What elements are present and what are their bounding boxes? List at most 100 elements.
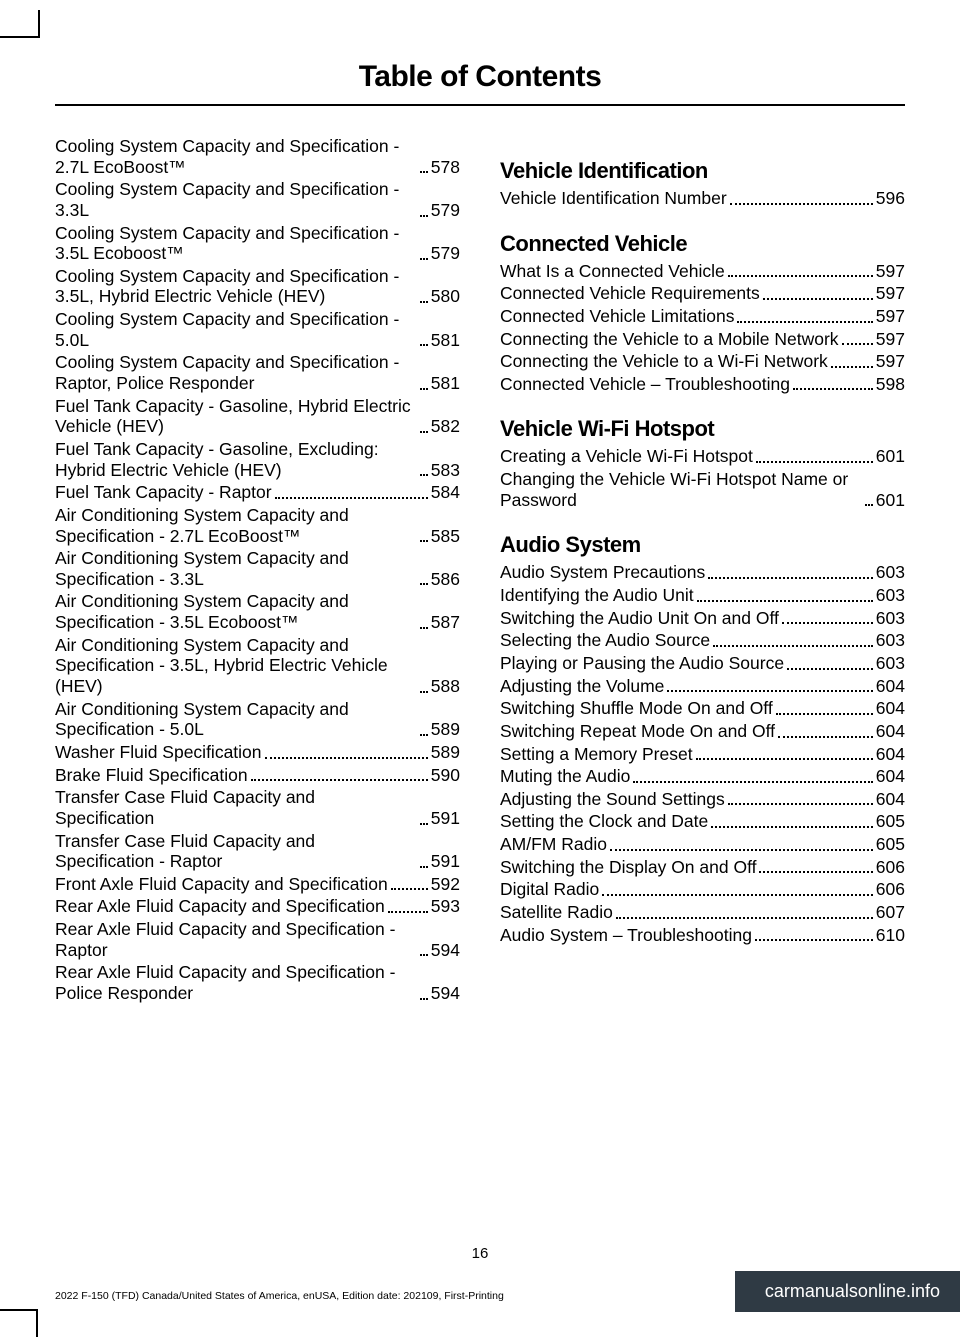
toc-label: Identifying the Audio Unit: [500, 585, 694, 606]
toc-entry[interactable]: Audio System Precautions603: [500, 562, 905, 583]
toc-entry[interactable]: Fuel Tank Capacity - Gasoline, Excluding…: [55, 439, 460, 480]
toc-entry[interactable]: What Is a Connected Vehicle597: [500, 261, 905, 282]
toc-page: 579: [431, 243, 460, 264]
toc-label: Audio System – Troubleshooting: [500, 925, 752, 946]
toc-entry[interactable]: Air Conditioning System Capacity and Spe…: [55, 591, 460, 632]
toc-leader: [420, 583, 428, 585]
toc-entry[interactable]: Cooling System Capacity and Specificatio…: [55, 266, 460, 307]
toc-entry[interactable]: Cooling System Capacity and Specificatio…: [55, 223, 460, 264]
toc-leader: [759, 871, 872, 873]
toc-entry[interactable]: Connected Vehicle Limitations 597: [500, 306, 905, 327]
toc-label: Rear Axle Fluid Capacity and Specificati…: [55, 962, 417, 1003]
toc-entry[interactable]: Audio System – Troubleshooting610: [500, 925, 905, 946]
toc-leader: [755, 939, 873, 941]
toc-page: 606: [876, 879, 905, 900]
toc-entry[interactable]: Setting the Clock and Date 605: [500, 811, 905, 832]
toc-leader: [730, 203, 873, 205]
toc-leader: [696, 758, 873, 760]
toc-page: 594: [431, 983, 460, 1004]
toc-label: Air Conditioning System Capacity and Spe…: [55, 548, 417, 589]
brand-footer: carmanualsonline.info: [735, 1271, 960, 1312]
toc-leader: [420, 823, 428, 825]
toc-entry[interactable]: Selecting the Audio Source603: [500, 630, 905, 651]
toc-label: Switching the Display On and Off: [500, 857, 756, 878]
toc-entry[interactable]: Adjusting the Volume 604: [500, 676, 905, 697]
toc-entry[interactable]: Digital Radio606: [500, 879, 905, 900]
toc-entry[interactable]: Rear Axle Fluid Capacity and Specificati…: [55, 919, 460, 960]
toc-page: 597: [876, 306, 905, 327]
toc-entry[interactable]: Connecting the Vehicle to a Mobile Netwo…: [500, 329, 905, 350]
toc-entry[interactable]: Adjusting the Sound Settings604: [500, 789, 905, 810]
section-heading: Audio System: [500, 532, 905, 558]
toc-entry[interactable]: Changing the Vehicle Wi-Fi Hotspot Name …: [500, 469, 905, 510]
toc-entry[interactable]: Cooling System Capacity and Specificatio…: [55, 136, 460, 177]
toc-page: 597: [876, 283, 905, 304]
toc-leader: [420, 388, 428, 390]
toc-entry[interactable]: Connected Vehicle Requirements597: [500, 283, 905, 304]
toc-entry[interactable]: Connecting the Vehicle to a Wi-Fi Networ…: [500, 351, 905, 372]
toc-leader: [420, 866, 428, 868]
toc-entry[interactable]: Air Conditioning System Capacity and Spe…: [55, 505, 460, 546]
toc-page: 590: [431, 765, 460, 786]
toc-entry[interactable]: Transfer Case Fluid Capacity and Specifi…: [55, 831, 460, 872]
toc-entry[interactable]: Air Conditioning System Capacity and Spe…: [55, 635, 460, 697]
toc-entry[interactable]: Front Axle Fluid Capacity and Specificat…: [55, 874, 460, 895]
toc-label: Setting the Clock and Date: [500, 811, 708, 832]
toc-page: 604: [876, 676, 905, 697]
toc-entry[interactable]: Rear Axle Fluid Capacity and Specificati…: [55, 962, 460, 1003]
toc-leader: [420, 540, 428, 542]
toc-entry[interactable]: Switching Repeat Mode On and Off604: [500, 721, 905, 742]
toc-page: 601: [876, 490, 905, 511]
section-heading: Vehicle Identification: [500, 158, 905, 184]
toc-entry[interactable]: Identifying the Audio Unit603: [500, 585, 905, 606]
toc-entry[interactable]: Cooling System Capacity and Specificatio…: [55, 352, 460, 393]
toc-label: Transfer Case Fluid Capacity and Specifi…: [55, 787, 417, 828]
toc-label: Fuel Tank Capacity - Raptor: [55, 482, 272, 503]
toc-page: 583: [431, 460, 460, 481]
toc-entry[interactable]: Switching the Audio Unit On and Off603: [500, 608, 905, 629]
toc-label: Switching Shuffle Mode On and Off: [500, 698, 773, 719]
toc-label: Cooling System Capacity and Specificatio…: [55, 352, 417, 393]
toc-label: Air Conditioning System Capacity and Spe…: [55, 591, 417, 632]
toc-entry[interactable]: Fuel Tank Capacity - Gasoline, Hybrid El…: [55, 396, 460, 437]
toc-leader: [275, 497, 428, 499]
toc-leader: [793, 388, 873, 390]
toc-entry[interactable]: Switching Shuffle Mode On and Off604: [500, 698, 905, 719]
toc-label: Connected Vehicle Limitations: [500, 306, 734, 327]
toc-entry[interactable]: Setting a Memory Preset604: [500, 744, 905, 765]
toc-entry[interactable]: Connected Vehicle – Troubleshooting598: [500, 374, 905, 395]
toc-entry[interactable]: Air Conditioning System Capacity and Spe…: [55, 699, 460, 740]
section-heading: Vehicle Wi-Fi Hotspot: [500, 416, 905, 442]
toc-page: 603: [876, 653, 905, 674]
toc-entry[interactable]: Transfer Case Fluid Capacity and Specifi…: [55, 787, 460, 828]
toc-entry[interactable]: Air Conditioning System Capacity and Spe…: [55, 548, 460, 589]
toc-entry[interactable]: Vehicle Identification Number596: [500, 188, 905, 209]
toc-leader: [728, 275, 873, 277]
toc-entry[interactable]: Cooling System Capacity and Specificatio…: [55, 179, 460, 220]
toc-label: Transfer Case Fluid Capacity and Specifi…: [55, 831, 417, 872]
toc-entry[interactable]: Creating a Vehicle Wi-Fi Hotspot601: [500, 446, 905, 467]
toc-page: 579: [431, 200, 460, 221]
toc-label: Adjusting the Volume: [500, 676, 664, 697]
toc-entry[interactable]: Cooling System Capacity and Specificatio…: [55, 309, 460, 350]
toc-label: Selecting the Audio Source: [500, 630, 710, 651]
toc-label: Cooling System Capacity and Specificatio…: [55, 136, 417, 177]
toc-leader: [633, 781, 872, 783]
toc-page: 605: [876, 811, 905, 832]
toc-entry[interactable]: Brake Fluid Specification590: [55, 765, 460, 786]
toc-entry[interactable]: Washer Fluid Specification589: [55, 742, 460, 763]
toc-label: AM/FM Radio: [500, 834, 607, 855]
toc-page: 604: [876, 766, 905, 787]
toc-entry[interactable]: Rear Axle Fluid Capacity and Specificati…: [55, 896, 460, 917]
toc-leader: [420, 301, 428, 303]
toc-leader: [763, 298, 873, 300]
toc-entry[interactable]: AM/FM Radio605: [500, 834, 905, 855]
toc-entry[interactable]: Muting the Audio 604: [500, 766, 905, 787]
toc-label: Washer Fluid Specification: [55, 742, 262, 763]
toc-entry[interactable]: Satellite Radio607: [500, 902, 905, 923]
toc-label: Muting the Audio: [500, 766, 630, 787]
toc-entry[interactable]: Playing or Pausing the Audio Source603: [500, 653, 905, 674]
toc-entry[interactable]: Switching the Display On and Off606: [500, 857, 905, 878]
toc-leader: [420, 998, 428, 1000]
toc-entry[interactable]: Fuel Tank Capacity - Raptor584: [55, 482, 460, 503]
